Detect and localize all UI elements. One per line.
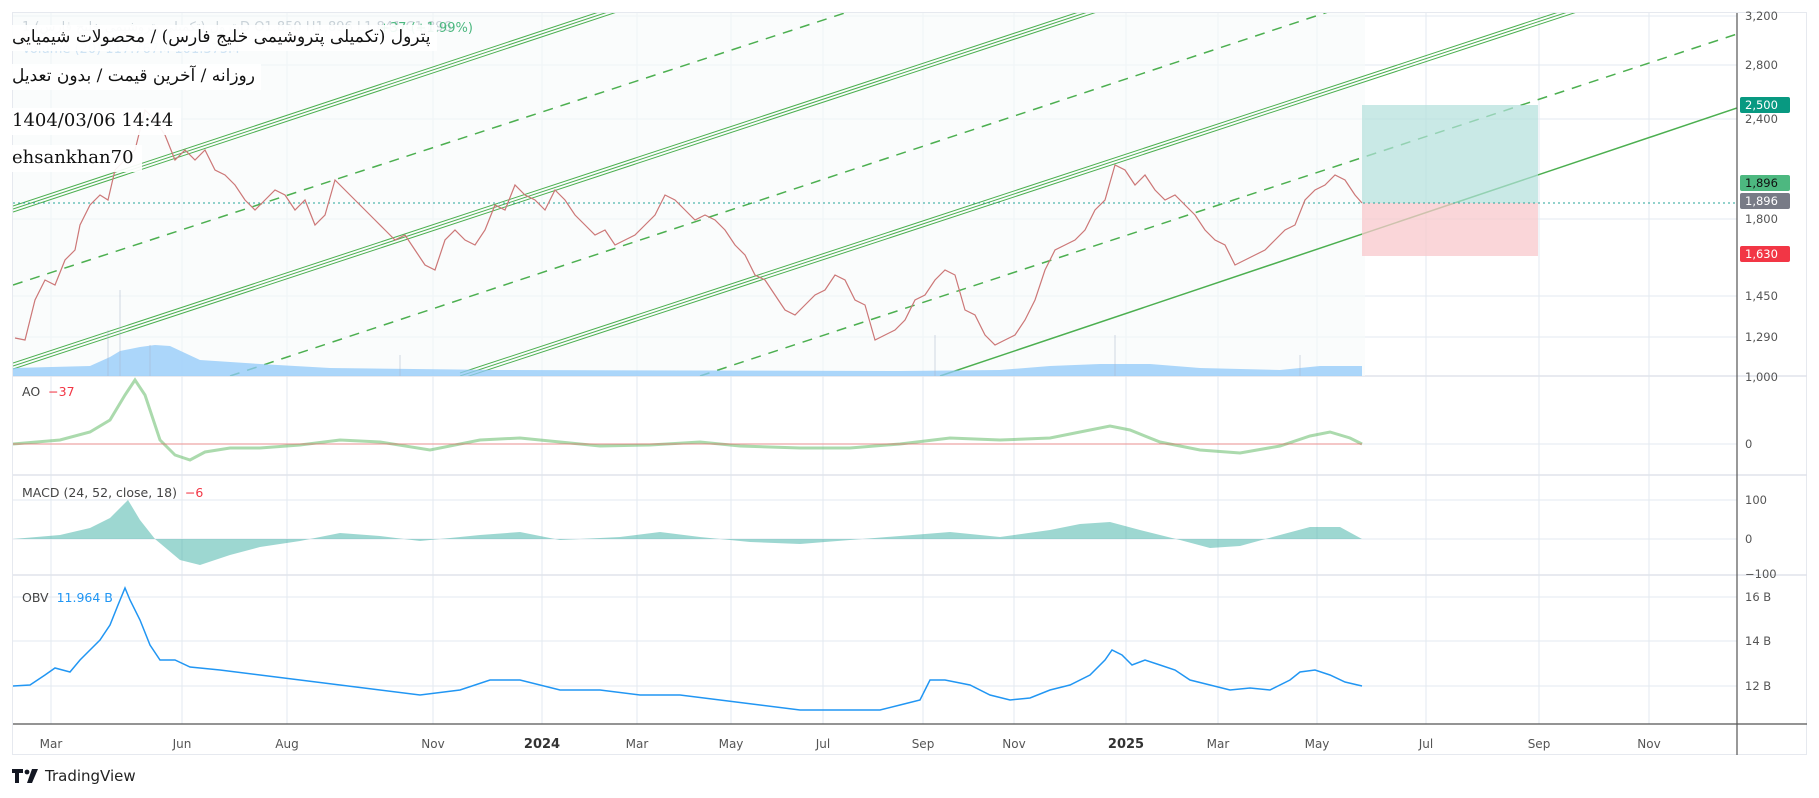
last-price-tag[interactable]: 1,896 bbox=[1740, 175, 1790, 191]
channel-dashed-midlines[interactable] bbox=[13, 8, 1737, 376]
channel-lower-line bbox=[459, 13, 1576, 376]
tradingview-logo-icon bbox=[12, 769, 38, 783]
price-label: 1,800 bbox=[1745, 212, 1778, 226]
macd-axis-label: 100 bbox=[1745, 493, 1767, 507]
ao-axis-label: 0 bbox=[1745, 437, 1753, 451]
author-name: ehsankhan70 bbox=[12, 145, 142, 172]
chart-subtitle: روزانه / آخرین قیمت / بدون تعدیل bbox=[12, 64, 261, 90]
stop-price-tag[interactable]: 1,630 bbox=[1740, 246, 1790, 262]
time-label-year: 2024 bbox=[523, 737, 561, 752]
prev-close-tag[interactable]: 1,896 bbox=[1740, 193, 1790, 209]
macd-label: MACD (24, 52, close, 18) bbox=[22, 485, 177, 500]
ao-histogram[interactable] bbox=[13, 377, 1363, 462]
parallel-channel[interactable] bbox=[13, 5, 1737, 379]
price-label: 3,200 bbox=[1745, 9, 1778, 23]
time-label: Nov bbox=[421, 737, 445, 751]
target-price-tag[interactable]: 2,500 bbox=[1740, 97, 1790, 113]
tradingview-logo-text: TradingView bbox=[45, 767, 136, 785]
time-label: Sep bbox=[911, 737, 935, 751]
time-label: Mar bbox=[39, 737, 63, 751]
price-series[interactable] bbox=[14, 108, 1363, 346]
time-label: Mar bbox=[1206, 737, 1230, 751]
obv-axis-label: 14 B bbox=[1745, 634, 1772, 648]
price-label: 1,290 bbox=[1745, 330, 1778, 344]
time-label: Jul bbox=[1418, 737, 1434, 751]
time-label: Sep bbox=[1527, 737, 1551, 751]
tradingview-branding[interactable]: TradingView bbox=[12, 767, 136, 785]
obv-axis-label: 12 B bbox=[1745, 679, 1772, 693]
time-label: Jul bbox=[815, 737, 831, 751]
time-label: Aug bbox=[275, 737, 299, 751]
price-label: 1,450 bbox=[1745, 289, 1778, 303]
chart-datetime: 1404/03/06 14:44 bbox=[12, 108, 182, 135]
time-label: Jun bbox=[172, 737, 192, 751]
obv-value: 11.964 B bbox=[56, 590, 113, 605]
macd-axis-label: 0 bbox=[1745, 532, 1753, 546]
long-position-stop-zone[interactable] bbox=[1362, 203, 1538, 256]
pane-separators[interactable] bbox=[13, 375, 1807, 576]
time-label: Mar bbox=[625, 737, 649, 751]
macd-legend: MACD (24, 52, close, 18) −6 bbox=[22, 485, 203, 500]
obv-axis-label: 16 B bbox=[1745, 590, 1772, 604]
volume-bars bbox=[107, 290, 1301, 376]
price-label: 1,000 bbox=[1745, 370, 1778, 384]
macd-histogram[interactable] bbox=[13, 500, 1362, 565]
time-label: May bbox=[718, 737, 744, 751]
ao-legend: AO −37 bbox=[22, 384, 75, 399]
macd-axis-label: −100 bbox=[1745, 567, 1777, 581]
obv-legend: OBV 11.964 B bbox=[22, 590, 113, 605]
channel-middle-line bbox=[13, 13, 1096, 370]
long-position-target-zone[interactable] bbox=[1362, 105, 1538, 203]
macd-value: −6 bbox=[184, 485, 204, 500]
volume-ma-area bbox=[13, 345, 1362, 376]
channel-support-line bbox=[939, 107, 1737, 376]
price-label: 2,400 bbox=[1745, 112, 1778, 126]
symbol-title: پترول (تکمیلی پتروشیمی خلیج فارس) / محصو… bbox=[12, 25, 437, 51]
time-label: Nov bbox=[1002, 737, 1026, 751]
ao-label: AO bbox=[22, 384, 41, 399]
obv-label: OBV bbox=[22, 590, 49, 605]
time-label: May bbox=[1304, 737, 1330, 751]
obv-line[interactable] bbox=[13, 586, 1363, 711]
price-label: 2,800 bbox=[1745, 58, 1778, 72]
ao-value: −37 bbox=[48, 384, 75, 399]
time-label: Nov bbox=[1637, 737, 1661, 751]
time-label-year: 2025 bbox=[1107, 737, 1145, 752]
